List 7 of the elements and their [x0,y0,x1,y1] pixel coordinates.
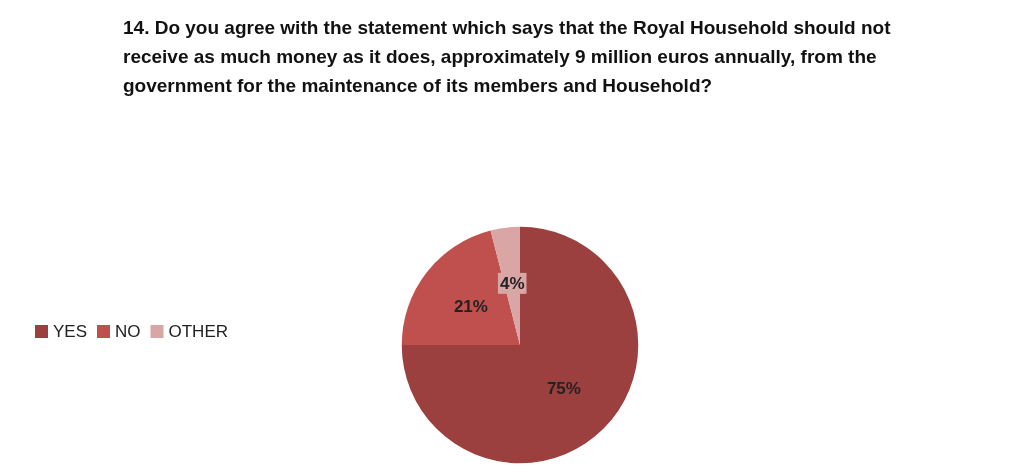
data-label: 4% [499,273,525,293]
legend-label: OTHER [168,322,229,341]
data-label: 75% [546,379,581,399]
legend-label: NO [115,322,141,341]
data-label: 21% [453,297,488,317]
legend-label: YES [53,322,88,341]
chart-title: 14. Do you agree with the statement which says that the Royal Household should not receive as much money as it does, approximately 9 million euros annually, from the government for the maintenance of its members and Household? [123,17,896,96]
